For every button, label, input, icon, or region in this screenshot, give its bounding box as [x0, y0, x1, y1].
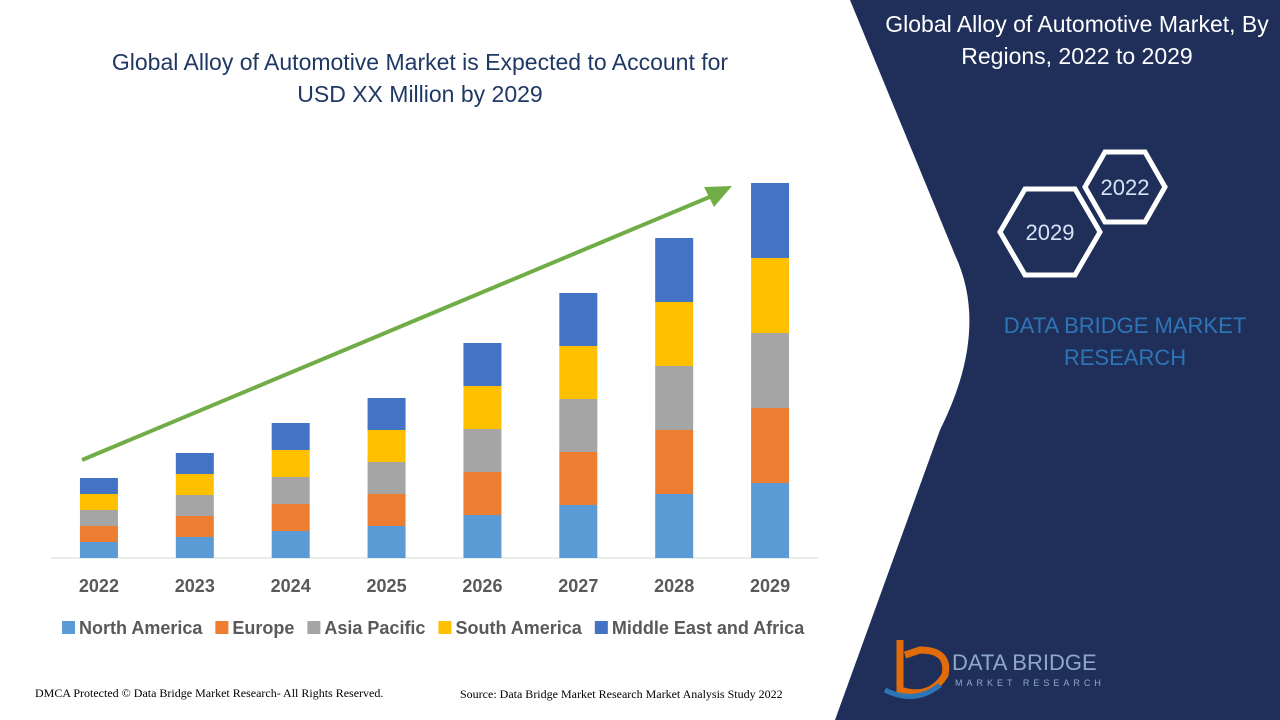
bar-segment: [271, 450, 310, 477]
bar-segment: [655, 302, 694, 366]
bar-segment: [367, 526, 406, 558]
bar-segment: [751, 483, 790, 558]
bar-segment: [271, 423, 310, 450]
x-tick-label: 2027: [558, 576, 598, 596]
hexagon-label: 2022: [1101, 175, 1150, 200]
x-tick-label: 2028: [654, 576, 694, 596]
legend-label: North America: [79, 618, 203, 638]
bar-segment: [559, 293, 598, 346]
x-tick-label: 2026: [462, 576, 502, 596]
logo-tagline: MARKET RESEARCH: [955, 678, 1105, 688]
bar-segment: [559, 505, 598, 558]
legend-swatch: [594, 621, 608, 634]
hexagon: [1082, 149, 1168, 225]
x-tick-label: 2024: [271, 576, 311, 596]
bar-segment: [655, 430, 694, 494]
x-tick-label: 2029: [750, 576, 790, 596]
bar-segment: [655, 494, 694, 558]
bar-segment: [79, 510, 118, 526]
bar-segment: [175, 453, 214, 474]
brand-text: DATA BRIDGE MARKET RESEARCH: [1003, 313, 1247, 370]
bar-segment: [367, 462, 406, 494]
x-tick-label: 2022: [79, 576, 119, 596]
bar-segment: [655, 366, 694, 430]
legend-label: Europe: [232, 618, 294, 638]
hexagon-label: 2029: [1026, 220, 1075, 245]
panel-title: Global Alloy of Automotive Market, By Re…: [885, 11, 1269, 69]
bar-segment: [463, 472, 502, 515]
bar-segment: [463, 515, 502, 558]
bar-segment: [463, 429, 502, 472]
bar-segment: [271, 531, 310, 558]
legend-label: Middle East and Africa: [612, 618, 805, 638]
legend-label: South America: [455, 618, 582, 638]
legend-swatch: [438, 621, 452, 634]
bar-segment: [655, 238, 694, 302]
bar-segment: [559, 346, 598, 399]
bar-segment: [175, 495, 214, 516]
bar-segment: [367, 398, 406, 430]
bar-segment: [367, 494, 406, 526]
footer-source: Source: Data Bridge Market Research Mark…: [460, 687, 783, 701]
hexagon: [997, 186, 1103, 278]
bar-segment: [559, 399, 598, 452]
logo-mark: [883, 682, 942, 699]
bar-segment: [79, 542, 118, 558]
bar-segment: [463, 343, 502, 386]
bar-segment: [751, 183, 790, 258]
bar-segment: [175, 516, 214, 537]
legend-swatch: [215, 621, 229, 634]
x-tick-label: 2025: [367, 576, 407, 596]
legend-swatch: [307, 621, 321, 634]
logo-mark: [896, 640, 950, 697]
side-panel: [835, 0, 1280, 720]
bar-segment: [751, 258, 790, 333]
footer-copyright: DMCA Protected © Data Bridge Market Rese…: [35, 686, 383, 700]
bar-segment: [751, 333, 790, 408]
bar-segment: [559, 452, 598, 505]
bar-segment: [175, 537, 214, 558]
bar-segment: [79, 494, 118, 510]
bar-segment: [463, 386, 502, 429]
bar-segment: [367, 430, 406, 462]
bar-segment: [271, 477, 310, 504]
bar-segment: [175, 474, 214, 495]
bar-segment: [79, 526, 118, 542]
trend-arrow: [81, 194, 713, 462]
legend-label: Asia Pacific: [324, 618, 425, 638]
chart-title: Global Alloy of Automotive Market is Exp…: [111, 49, 729, 107]
logo-name: DATA BRIDGE: [952, 650, 1097, 675]
bar-segment: [751, 408, 790, 483]
legend-swatch: [62, 621, 75, 634]
x-tick-label: 2023: [175, 576, 215, 596]
bar-segment: [79, 478, 118, 494]
bar-segment: [271, 504, 310, 531]
trend-arrowhead: [704, 186, 732, 207]
